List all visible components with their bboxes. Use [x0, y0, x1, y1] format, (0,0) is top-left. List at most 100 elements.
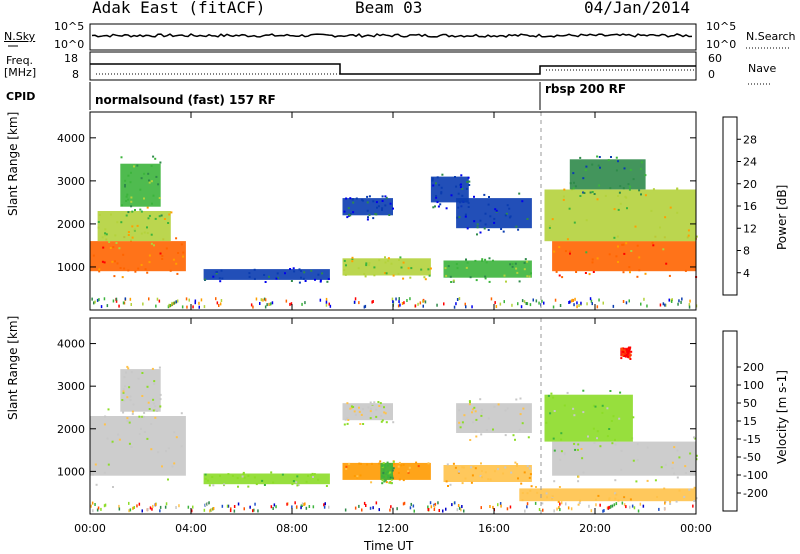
x-tick-label: 00:00: [680, 522, 712, 535]
power-echo-speck: [524, 258, 527, 261]
power-echo-speck: [365, 264, 368, 267]
velocity-echo-speck: [126, 419, 129, 422]
power-echo-speck: [167, 222, 170, 224]
velocity-echo-speck: [487, 417, 490, 420]
velocity-echo-speck: [204, 478, 207, 480]
velocity-echo-speck: [620, 449, 623, 452]
power-echo-speck: [475, 279, 478, 282]
power-echo-speck: [165, 247, 168, 250]
velocity-echo-speck: [358, 410, 361, 413]
velocity-echo-speck: [528, 476, 531, 479]
x-tick-label: 12:00: [377, 522, 409, 535]
velocity-echo-speck: [126, 417, 129, 420]
velocity-noise-speck: [323, 503, 325, 507]
velocity-echo-speck: [263, 484, 266, 486]
power-echo-speck: [431, 178, 434, 181]
power-noise-speck: [659, 303, 662, 307]
power-noise-speck: [529, 303, 532, 307]
velocity-noise-speck: [389, 508, 391, 512]
velocity-echo-speck: [480, 462, 482, 465]
velocity-echo-speck: [626, 350, 629, 353]
power-echo-speck: [368, 213, 371, 216]
velocity-echo-speck: [173, 462, 176, 465]
velocity-xticks: 00:00 04:00 08:00 12:00 16:00 20:00 00:00: [74, 318, 712, 535]
velocity-echo-speck: [549, 412, 552, 415]
velocity-echo-speck: [468, 403, 471, 406]
power-echo-speck: [492, 259, 494, 262]
power-echo-speck: [640, 161, 643, 164]
velocity-echo-speck: [475, 435, 478, 438]
power-echo-region: [342, 258, 431, 276]
colorbar-tick-label: 28: [743, 133, 757, 146]
power-echo-speck: [597, 164, 600, 167]
velocity-noise-speck: [344, 508, 347, 512]
velocity-echo-speck: [386, 464, 389, 467]
power-echo-speck: [253, 277, 256, 280]
velocity-noise-speck: [499, 502, 502, 505]
velocity-echo-speck: [592, 427, 595, 430]
velocity-echo-speck: [270, 471, 273, 474]
power-noise-speck: [456, 298, 459, 301]
velocity-echo-speck: [152, 409, 155, 412]
velocity-echo-speck: [141, 372, 144, 374]
velocity-echo-speck: [479, 398, 482, 401]
velocity-noise-speck: [207, 502, 209, 506]
power-echo-speck: [304, 280, 307, 282]
velocity-echo-speck: [636, 443, 639, 446]
power-echo-speck: [158, 215, 161, 218]
power-echo-speck: [159, 252, 162, 255]
power-noise-speck: [526, 302, 529, 306]
power-noise-speck: [571, 298, 574, 302]
power-echo-speck: [402, 261, 405, 264]
power-echo-speck: [638, 189, 641, 192]
power-noise-speck: [680, 300, 682, 304]
velocity-echo-speck: [610, 420, 613, 422]
power-echo-speck: [392, 274, 395, 277]
velocity-echo-region: [544, 394, 633, 442]
velocity-echo-speck: [141, 395, 144, 397]
power-noise-speck: [622, 300, 625, 303]
velocity-echo-speck: [384, 479, 387, 482]
velocity-noise-speck: [642, 504, 645, 508]
velocity-echo-speck: [391, 469, 394, 472]
velocity-echo-speck: [378, 462, 381, 465]
power-echo-speck: [397, 272, 400, 275]
power-echo-speck: [454, 176, 456, 178]
power-noise-speck: [123, 301, 126, 305]
power-echo-speck: [575, 271, 578, 273]
power-echo-speck: [592, 271, 595, 273]
velocity-echo-speck: [517, 477, 519, 480]
power-echo-speck: [125, 200, 128, 202]
velocity-echo-speck: [103, 471, 106, 474]
freq-panel: [89, 51, 772, 85]
velocity-echo-region: [519, 488, 697, 502]
y-tick-label: 1000: [57, 261, 85, 274]
velocity-echo-speck: [485, 429, 488, 431]
power-noise-speck: [398, 300, 400, 304]
power-noise-speck: [419, 301, 422, 305]
power-noise-speck: [363, 305, 366, 309]
velocity-echo-speck: [297, 484, 300, 486]
velocity-echo-speck: [129, 399, 132, 402]
power-echo-speck: [488, 196, 490, 198]
power-echo-speck: [130, 205, 133, 208]
power-echo-speck: [127, 269, 130, 272]
power-echo-speck: [619, 185, 622, 188]
power-echo-speck: [140, 232, 143, 235]
velocity-noise-speck: [221, 504, 224, 508]
velocity-echo-speck: [173, 431, 176, 434]
velocity-noise-speck: [372, 506, 374, 510]
velocity-noise-speck: [410, 502, 412, 506]
power-echo-speck: [122, 253, 125, 256]
power-echo-speck: [387, 257, 390, 260]
power-echo-speck: [347, 207, 350, 210]
velocity-echo-speck: [402, 479, 405, 482]
power-echo-speck: [615, 169, 618, 172]
power-echo-speck: [652, 244, 655, 247]
power-echo-speck: [343, 210, 346, 213]
power-noise-speck: [148, 297, 150, 301]
power-echo-speck: [515, 225, 518, 228]
power-noise-speck: [115, 299, 118, 303]
nave-label: Nave: [748, 62, 777, 75]
velocity-echo-speck: [684, 465, 687, 468]
